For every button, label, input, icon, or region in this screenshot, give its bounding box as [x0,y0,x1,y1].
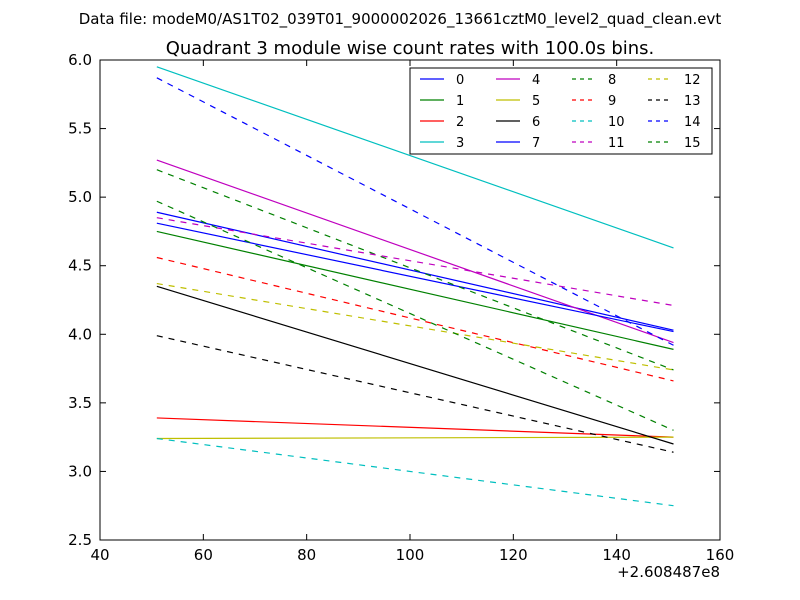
series-line-9 [156,256,674,382]
y-tick-label: 4.0 [68,325,92,343]
x-tick-label: 140 [602,546,631,564]
legend-label-14: 14 [684,115,701,130]
legend-label-8: 8 [608,73,616,88]
legend-label-9: 9 [608,94,616,109]
legend-label-4: 4 [532,73,540,88]
x-tick-label: 60 [194,546,213,564]
legend-label-1: 1 [456,94,464,109]
series-line-5 [156,436,674,440]
x-tick-label: 80 [297,546,316,564]
legend-label-15: 15 [684,136,701,151]
x-tick-label: 120 [499,546,528,564]
series-layer [156,66,674,507]
series-line-7 [156,222,674,333]
y-tick-label: 3.0 [68,462,92,480]
legend-label-2: 2 [456,115,464,130]
series-line-6 [156,285,674,445]
series-line-1 [156,230,674,350]
axis-layer: 40 60 80 100 120 140 1602.53.03.54.04.55.05.56… [68,51,734,564]
series-line-13 [156,335,674,453]
y-tick-label: 5.0 [68,188,92,206]
legend-label-0: 0 [456,73,464,88]
y-tick-label: 3.5 [68,394,92,412]
series-line-2 [156,417,674,438]
series-line-10 [156,437,674,507]
x-offset-label: +2.608487e8 [617,563,720,581]
y-tick-label: 6.0 [68,51,92,69]
y-tick-label: 5.5 [68,120,92,138]
legend-label-3: 3 [456,136,464,151]
series-line-4 [156,159,674,344]
x-tick-label: 40 [90,546,109,564]
legend-label-13: 13 [684,94,701,109]
series-line-12 [156,282,674,371]
x-tick-label: 160 [706,546,735,564]
legend-label-11: 11 [608,136,625,151]
legend-label-7: 7 [532,136,540,151]
legend-label-10: 10 [608,115,625,130]
chart-title: Quadrant 3 module wise count rates with … [166,38,655,59]
series-line-15 [156,200,674,431]
series-line-14 [156,77,674,346]
series-line-3 [156,66,674,249]
legend-label-12: 12 [684,73,701,88]
x-tick-label: 100 [396,546,425,564]
y-tick-label: 4.5 [68,257,92,275]
legend-label-6: 6 [532,115,540,130]
legend-label-5: 5 [532,94,540,109]
legend-box [409,67,713,155]
y-tick-label: 2.5 [68,531,92,549]
series-line-11 [156,217,674,307]
file-title: Data file: modeM0/AS1T02_039T01_90000020… [79,10,722,29]
series-line-8 [156,169,674,371]
